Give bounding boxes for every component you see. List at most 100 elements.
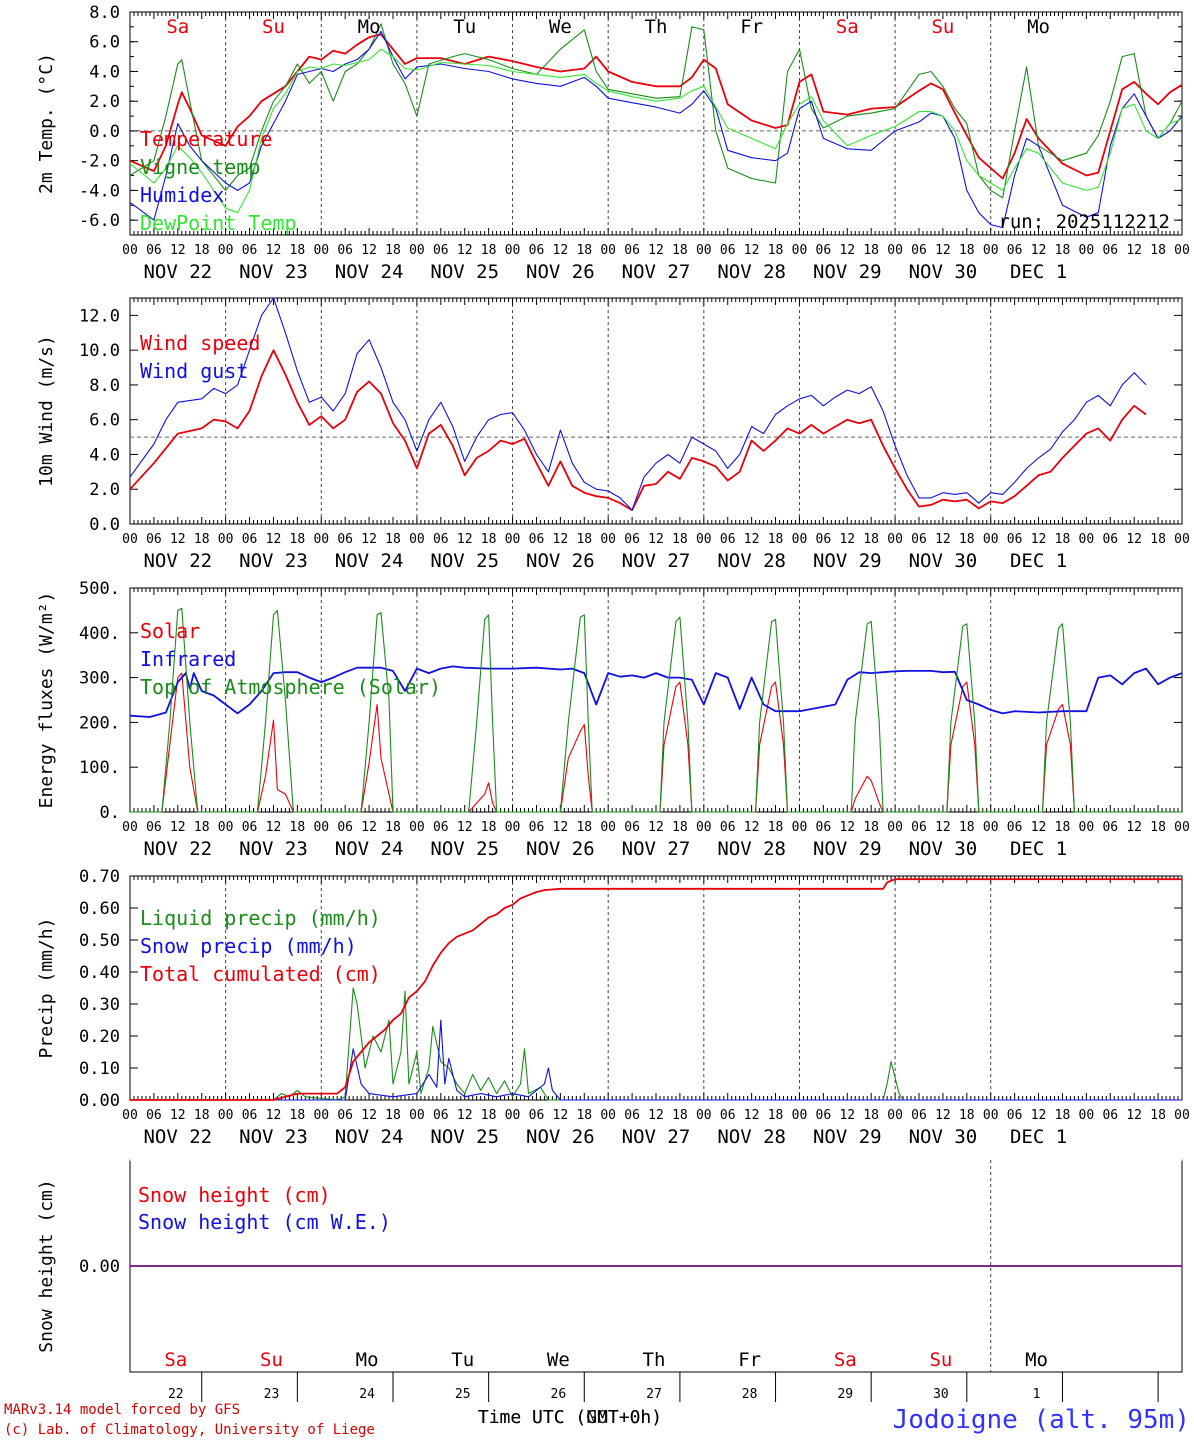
legend-entry: Snow height (cm W.E.)	[138, 1210, 391, 1234]
date-label: NOV 28	[717, 550, 786, 572]
hour-tick-label: 18	[863, 1108, 879, 1123]
hour-tick-label: 12	[361, 820, 377, 835]
date-label: NOV 28	[717, 261, 786, 283]
hour-tick-label: 18	[1150, 532, 1166, 547]
date-label: NOV 27	[622, 1126, 691, 1148]
series-line-humidex	[129, 30, 1183, 229]
y-tick-label: 2.0	[89, 480, 120, 500]
series-line-wind-speed	[129, 349, 1147, 512]
hour-tick-label: 06	[529, 820, 545, 835]
day-number-label: 23	[264, 1387, 280, 1402]
hour-tick-label: 00	[1174, 243, 1190, 258]
hour-tick-label: 12	[839, 243, 855, 258]
hour-tick-label: 00	[122, 1108, 138, 1123]
hour-tick-label: 12	[935, 532, 951, 547]
day-of-week-label: Sa	[834, 1349, 857, 1371]
hour-tick-label: 00	[887, 532, 903, 547]
hour-tick-label: 00	[600, 820, 616, 835]
y-tick-label: 12.0	[79, 306, 120, 326]
hour-tick-label: 06	[720, 532, 736, 547]
hour-tick-label: 00	[983, 243, 999, 258]
run-label: run: 2025112212	[998, 211, 1170, 233]
hour-tick-label: 00	[505, 243, 521, 258]
hour-tick-label: 06	[146, 820, 162, 835]
day-of-week-label: Su	[262, 16, 285, 38]
hour-tick-label: 12	[1126, 243, 1142, 258]
hour-tick-label: 12	[1126, 1108, 1142, 1123]
date-label: NOV 26	[526, 838, 595, 860]
hour-tick-label: 12	[553, 820, 569, 835]
hour-tick-label: 18	[1055, 1108, 1071, 1123]
hour-tick-label: 00	[1174, 532, 1190, 547]
date-label: NOV 29	[813, 550, 882, 572]
hour-tick-label: 12	[553, 532, 569, 547]
y-axis-label: 2m Temp. (°C)	[36, 53, 57, 194]
hour-tick-label: 00	[696, 820, 712, 835]
hour-tick-label: 18	[576, 1108, 592, 1123]
y-tick-label: 10.0	[79, 341, 120, 361]
hour-tick-label: 12	[457, 532, 473, 547]
series-line-snow-precip-mm-h-	[130, 1019, 1182, 1101]
hour-tick-label: 18	[863, 243, 879, 258]
hour-tick-label: 18	[576, 532, 592, 547]
hour-tick-label: 18	[672, 1108, 688, 1123]
hour-tick-label: 18	[290, 820, 306, 835]
hour-tick-label: 06	[529, 1108, 545, 1123]
hour-tick-label: 06	[1007, 243, 1023, 258]
hour-tick-label: 00	[887, 1108, 903, 1123]
hour-tick-label: 12	[457, 243, 473, 258]
hour-tick-label: 12	[1031, 820, 1047, 835]
date-label: NOV 25	[430, 1126, 499, 1148]
hour-tick-label: 12	[361, 532, 377, 547]
legend-entry: Snow precip (mm/h)	[140, 934, 357, 958]
hour-tick-label: 00	[983, 532, 999, 547]
chart-panel-4: 00 06 12 18 00 06 12 18 00 06 12 18 00 06 12 18 00 06 12 18…	[36, 867, 1190, 1148]
hour-tick-label: 06	[433, 820, 449, 835]
hour-tick-label: 06	[1102, 1108, 1118, 1123]
date-label: NOV 24	[335, 261, 404, 283]
series-line-total-cumulated-cm-	[130, 878, 1182, 1101]
hour-tick-label: 12	[839, 532, 855, 547]
date-label: NOV 26	[526, 1126, 595, 1148]
day-number-label: 27	[646, 1387, 662, 1402]
hour-tick-label: 06	[242, 532, 258, 547]
y-axis-label: Energy fluxes (W/m²)	[36, 592, 57, 809]
hour-tick-label: 12	[648, 243, 664, 258]
hour-tick-label: 12	[1126, 532, 1142, 547]
hour-tick-label: 18	[768, 820, 784, 835]
hour-tick-label: 06	[1007, 820, 1023, 835]
series-line-top-of-atmosphere-solar-	[130, 607, 1182, 813]
hour-tick-label: 18	[385, 1108, 401, 1123]
hour-tick-label: 06	[337, 532, 353, 547]
y-tick-label: 0.	[100, 803, 120, 823]
y-tick-label: 0.40	[79, 963, 120, 983]
hour-tick-label: 00	[696, 243, 712, 258]
hour-tick-label: 18	[290, 243, 306, 258]
hour-tick-label: 18	[385, 243, 401, 258]
hour-tick-label: 18	[194, 532, 210, 547]
hour-tick-label: 18	[768, 532, 784, 547]
y-tick-label: -4.0	[79, 181, 120, 201]
hour-tick-label: 06	[337, 820, 353, 835]
series-line-vigne-temp	[129, 23, 1183, 199]
series-line-temperature	[129, 33, 1183, 180]
hour-tick-label: 18	[481, 532, 497, 547]
hour-tick-label: 12	[266, 1108, 282, 1123]
y-tick-label: 200.	[79, 713, 120, 733]
hour-tick-label: 06	[146, 1108, 162, 1123]
hour-tick-label: 18	[1150, 1108, 1166, 1123]
hour-tick-label: 18	[1055, 532, 1071, 547]
date-label: NOV 25	[430, 550, 499, 572]
hour-tick-label: 18	[1150, 820, 1166, 835]
hour-tick-label: 18	[194, 243, 210, 258]
series-line-infrared	[129, 665, 1183, 718]
hour-tick-label: 18	[959, 243, 975, 258]
hour-tick-label: 12	[935, 243, 951, 258]
series-line-dewpoint-temp	[129, 48, 1183, 214]
hour-tick-label: 12	[744, 243, 760, 258]
hour-tick-label: 06	[1102, 532, 1118, 547]
legend-entry: Wind gust	[140, 359, 248, 383]
hour-tick-label: 12	[1031, 1108, 1047, 1123]
hour-tick-label: 00	[122, 820, 138, 835]
hour-tick-label: 12	[1031, 532, 1047, 547]
